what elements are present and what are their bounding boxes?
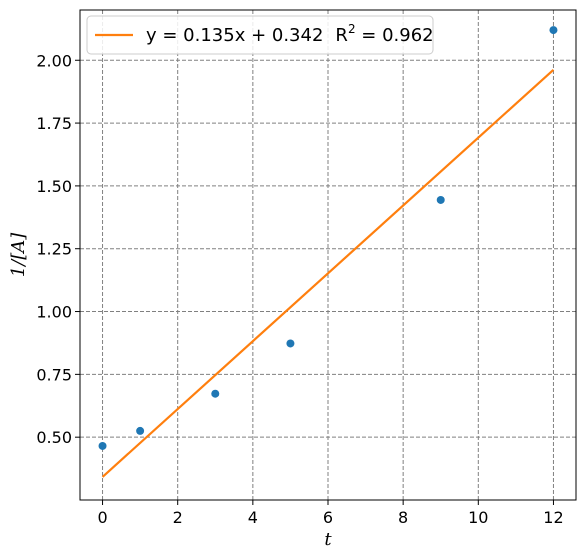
legend-entry-label: y = 0.135x + 0.342 R2 = 0.962 bbox=[146, 22, 434, 46]
y-tick-label: 0.50 bbox=[36, 428, 72, 447]
y-tick-label: 1.50 bbox=[36, 177, 72, 196]
grid-layer bbox=[80, 10, 576, 500]
x-tick-label: 2 bbox=[173, 508, 183, 527]
y-axis: 0.50 0.75 1.00 1.25 1.50 1.75 2.00 bbox=[36, 51, 80, 447]
series-layer bbox=[98, 26, 558, 478]
legend-r2-superscript: 2 bbox=[348, 22, 356, 36]
x-axis: 0 2 4 6 8 10 12 bbox=[97, 500, 564, 527]
data-point bbox=[549, 26, 558, 35]
legend-box bbox=[86, 15, 434, 55]
x-tick-label: 8 bbox=[398, 508, 408, 527]
data-point bbox=[98, 441, 107, 450]
x-tick-label: 12 bbox=[543, 508, 563, 527]
x-tick-label: 6 bbox=[323, 508, 333, 527]
legend-r2-symbol: R bbox=[335, 25, 348, 46]
y-tick-label: 1.00 bbox=[36, 303, 72, 322]
y-axis-label: 1/[A] bbox=[8, 232, 29, 278]
x-tick-label: 10 bbox=[468, 508, 488, 527]
y-tick-label: 0.75 bbox=[36, 365, 72, 384]
y-tick-label: 2.00 bbox=[36, 51, 72, 70]
x-axis-label: t bbox=[324, 529, 332, 550]
fit-line bbox=[101, 68, 555, 478]
data-point bbox=[436, 195, 445, 204]
legend: y = 0.135x + 0.342 R2 = 0.962 bbox=[86, 15, 434, 55]
data-point bbox=[136, 426, 145, 435]
y-tick-label: 1.25 bbox=[36, 240, 72, 259]
data-point bbox=[286, 339, 295, 348]
legend-r2-value: = 0.962 bbox=[356, 25, 434, 46]
x-tick-label: 0 bbox=[97, 508, 107, 527]
legend-fit-label: y = 0.135x + 0.342 bbox=[146, 25, 323, 46]
x-tick-label: 4 bbox=[248, 508, 258, 527]
y-tick-label: 1.75 bbox=[36, 114, 72, 133]
data-point bbox=[211, 389, 220, 398]
